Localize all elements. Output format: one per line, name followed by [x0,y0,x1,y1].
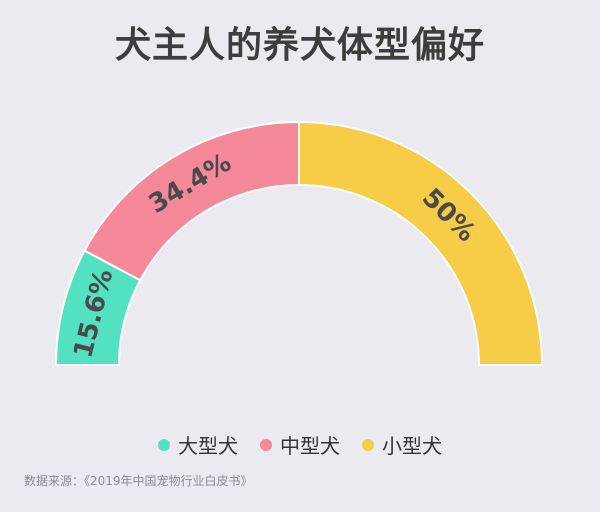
legend-dot-medium [260,438,272,451]
legend-dot-small [362,438,374,451]
slice-medium[interactable] [83,120,300,282]
data-source: 数据来源：《2019年中国宠物行业白皮书》 [24,474,253,488]
legend-item-small[interactable]: 小型犬 [362,430,442,459]
legend-dot-large [158,438,170,451]
chart-title: 犬主人的养犬体型偏好 [114,25,485,66]
legend: 大型犬 中型犬 小型犬 [0,430,600,459]
legend-item-large[interactable]: 大型犬 [158,430,238,459]
legend-label-small: 小型犬 [382,434,442,458]
legend-label-large: 大型犬 [178,434,238,458]
legend-item-medium[interactable]: 中型犬 [260,430,340,459]
slice-small[interactable] [298,120,544,366]
legend-label-medium: 中型犬 [280,434,340,458]
